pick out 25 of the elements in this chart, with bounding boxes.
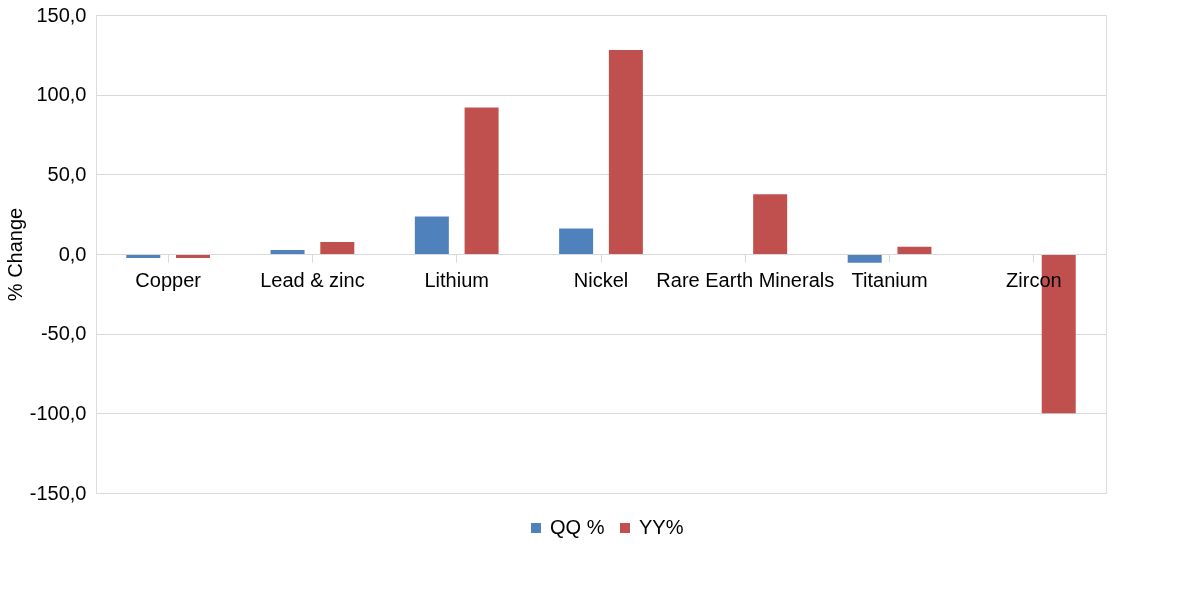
bar <box>847 254 882 263</box>
x-tick-label: Copper <box>135 268 202 291</box>
bar <box>270 250 305 254</box>
x-tick-label: Titanium <box>851 268 928 291</box>
bar <box>414 216 449 254</box>
x-tick-label: Nickel <box>573 268 629 291</box>
x-tick-label: Lead & zinc <box>260 268 365 291</box>
bar <box>559 228 594 254</box>
bar <box>753 194 788 254</box>
bar <box>608 50 643 254</box>
bar <box>320 242 355 254</box>
y-axis-title: % Change <box>3 207 26 302</box>
y-tick-label: 150,0 <box>36 3 87 26</box>
bar <box>464 107 499 254</box>
y-tick-label: 50,0 <box>47 162 87 185</box>
legend-label: YY% <box>639 516 684 538</box>
y-tick-label: -100,0 <box>29 401 87 424</box>
x-tick-label: Rare Earth Minerals <box>656 268 835 291</box>
x-tick-label: Lithium <box>424 268 489 291</box>
y-tick-label: -150,0 <box>29 481 87 504</box>
legend-label: QQ % <box>550 516 605 538</box>
y-tick-label: 0,0 <box>58 242 87 265</box>
y-tick-label: -50,0 <box>40 322 87 345</box>
y-tick-label: 100,0 <box>36 83 87 106</box>
bar <box>897 246 932 254</box>
